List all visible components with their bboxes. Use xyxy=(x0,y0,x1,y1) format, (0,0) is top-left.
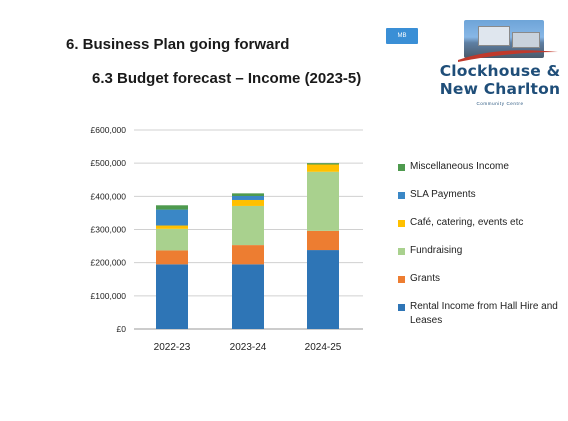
legend-swatch xyxy=(398,164,405,171)
bar-segment xyxy=(307,250,339,329)
slide-subtitle: 6.3 Budget forecast – Income (2023-5) xyxy=(92,70,362,87)
bar-segment xyxy=(156,225,188,229)
x-tick-label: 2022-23 xyxy=(154,342,191,353)
y-tick-label: £600,000 xyxy=(91,125,127,135)
legend-label: Miscellaneous Income xyxy=(410,161,509,172)
y-axis-ticks: £0 £100,000 £200,000 £300,000 £400,000 £500,0… xyxy=(91,125,127,334)
bar-segment xyxy=(232,264,264,329)
bar-segment xyxy=(156,250,188,265)
logo-roof-shape xyxy=(478,26,510,46)
logo-roof-shape xyxy=(512,32,540,48)
bar-segment xyxy=(232,245,264,265)
legend-swatch xyxy=(398,304,405,311)
legend-label: Fundraising xyxy=(410,245,463,256)
slide-section-title: 6. Business Plan going forward xyxy=(66,36,290,53)
bars xyxy=(156,163,339,329)
bar-segment xyxy=(232,205,264,246)
x-tick-label: 2023-24 xyxy=(230,342,267,353)
legend-label: SLA Payments xyxy=(410,189,476,200)
legend-swatch xyxy=(398,276,405,283)
bar-segment xyxy=(156,205,188,210)
logo-text-line2: New Charlton xyxy=(439,80,561,98)
bar-segment xyxy=(232,193,264,197)
bar-segment xyxy=(156,209,188,226)
bar-segment xyxy=(307,230,339,251)
y-tick-label: £400,000 xyxy=(91,191,127,201)
logo-building-image xyxy=(464,20,544,58)
bar-segment xyxy=(307,163,339,165)
y-tick-label: £300,000 xyxy=(91,225,127,235)
author-tag: MB xyxy=(386,28,418,44)
legend-swatch xyxy=(398,220,405,227)
bar-segment xyxy=(307,164,339,172)
legend-label: Rental Income from Hall Hire and Leases xyxy=(410,301,558,326)
legend-swatch xyxy=(398,192,405,199)
y-tick-label: £0 xyxy=(117,324,127,334)
legend-label: Grants xyxy=(410,273,441,284)
logo-subtext: Community Centre xyxy=(476,101,524,106)
x-tick-label: 2024-25 xyxy=(305,342,342,353)
y-tick-label: £500,000 xyxy=(91,158,127,168)
bar-segment xyxy=(156,228,188,251)
bar-segment xyxy=(232,199,264,206)
bar-segment xyxy=(156,264,188,329)
community-centre-logo: Clockhouse & New Charlton Community Cent… xyxy=(438,20,562,132)
legend-swatch xyxy=(398,248,405,255)
bar-segment xyxy=(307,171,339,231)
legend-label: Café, catering, events etc xyxy=(410,217,524,228)
y-tick-label: £100,000 xyxy=(91,291,127,301)
x-axis-ticks: 2022-23 2023-24 2024-25 xyxy=(154,342,342,353)
y-tick-label: £200,000 xyxy=(91,258,127,268)
bar-segment xyxy=(232,196,264,200)
logo-swoosh-icon xyxy=(458,50,558,62)
logo-text-line1: Clockhouse & xyxy=(439,62,561,80)
